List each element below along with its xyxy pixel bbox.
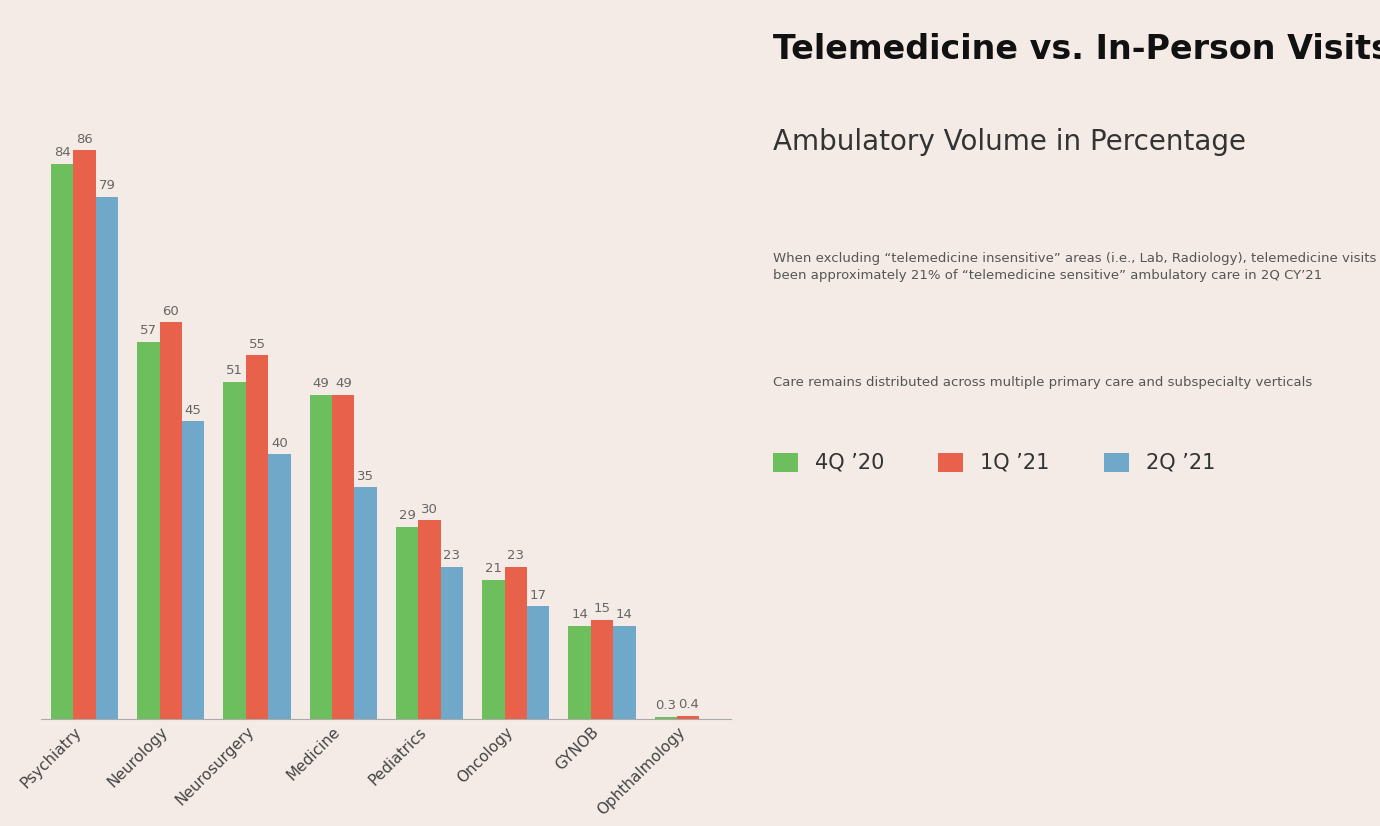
Text: 49: 49	[312, 377, 330, 390]
Text: 29: 29	[399, 510, 415, 522]
Bar	[137, 342, 160, 719]
Text: When excluding “telemedicine insensitive” areas (i.e., Lab, Radiology), telemedi: When excluding “telemedicine insensitive…	[773, 252, 1380, 282]
Text: 49: 49	[335, 377, 352, 390]
Text: Ambulatory Volume in Percentage: Ambulatory Volume in Percentage	[773, 128, 1246, 156]
Bar	[268, 454, 291, 719]
Bar	[527, 606, 549, 719]
Text: 23: 23	[443, 549, 461, 562]
Bar	[309, 395, 333, 719]
Bar	[613, 626, 636, 719]
Text: 79: 79	[98, 179, 116, 192]
Text: 86: 86	[76, 133, 92, 145]
Text: 40: 40	[270, 437, 288, 449]
Bar	[95, 197, 119, 719]
Bar	[418, 520, 440, 719]
Bar	[51, 164, 73, 719]
Text: 17: 17	[530, 589, 546, 601]
Text: 2Q ’21: 2Q ’21	[1145, 453, 1216, 472]
Bar	[654, 717, 678, 719]
Text: 14: 14	[571, 609, 588, 621]
Text: 84: 84	[54, 146, 70, 159]
Bar	[355, 487, 377, 719]
Text: 30: 30	[421, 503, 437, 515]
Text: 14: 14	[615, 609, 633, 621]
Text: 51: 51	[226, 364, 243, 377]
Bar	[569, 626, 591, 719]
Text: 0.4: 0.4	[678, 698, 698, 711]
Bar	[73, 150, 95, 719]
Text: 0.3: 0.3	[656, 699, 676, 712]
Bar	[182, 421, 204, 719]
Bar	[505, 567, 527, 719]
Text: Telemedicine vs. In-Person Visits: Telemedicine vs. In-Person Visits	[773, 33, 1380, 66]
Text: Care remains distributed across multiple primary care and subspecialty verticals: Care remains distributed across multiple…	[773, 376, 1312, 389]
Bar	[224, 382, 246, 719]
Text: 57: 57	[139, 325, 157, 337]
Text: 45: 45	[185, 404, 201, 416]
Bar	[396, 527, 418, 719]
Text: 4Q ’20: 4Q ’20	[814, 453, 885, 472]
Bar	[333, 395, 355, 719]
Text: 15: 15	[593, 602, 610, 615]
Text: 55: 55	[248, 338, 265, 350]
Text: 60: 60	[163, 305, 179, 317]
Bar	[246, 355, 268, 719]
Text: 1Q ’21: 1Q ’21	[980, 453, 1050, 472]
Bar	[482, 580, 505, 719]
Text: 23: 23	[508, 549, 524, 562]
Bar	[160, 322, 182, 719]
Bar	[440, 567, 464, 719]
Bar	[591, 620, 613, 719]
Text: 21: 21	[484, 563, 502, 575]
Bar	[678, 716, 700, 719]
Text: 35: 35	[357, 470, 374, 482]
